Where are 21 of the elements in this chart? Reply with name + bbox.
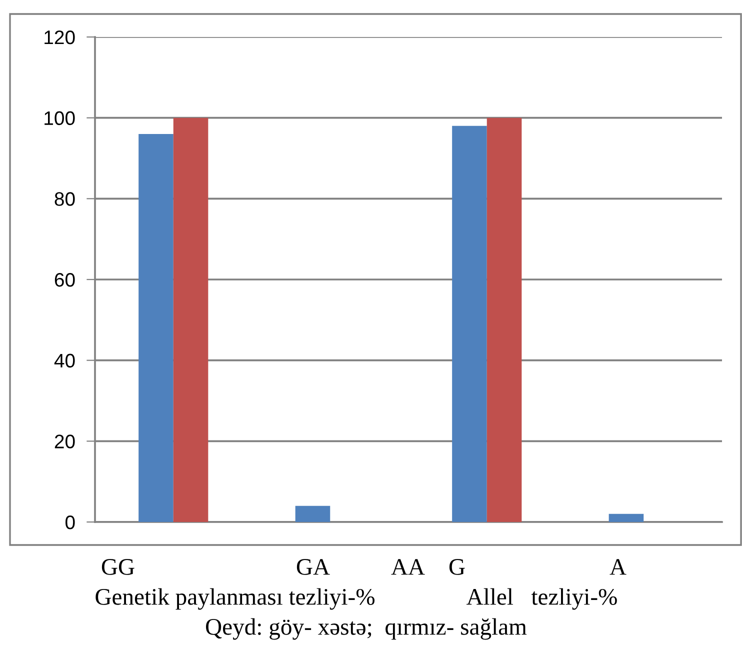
bar	[486, 118, 522, 522]
y-tick-label: 120	[44, 30, 75, 44]
text: A	[610, 559, 626, 575]
y-tick-label: 0	[66, 515, 75, 530]
y-tick-label: 60	[54, 272, 75, 287]
bar	[138, 134, 174, 522]
bar	[173, 118, 208, 522]
bar	[608, 514, 644, 522]
text: GG	[102, 559, 134, 575]
bar	[452, 126, 487, 522]
y-tick-label: 40	[54, 354, 75, 368]
text: Qeyd: göy- xəstə; qırmız- sağlam	[206, 618, 527, 640]
y-tick-label: 80	[54, 192, 75, 206]
text: Genetik paylanması tezliyi-%	[96, 588, 374, 610]
bar	[295, 506, 330, 522]
text: G	[449, 559, 465, 575]
text: AA	[391, 559, 425, 575]
y-tick-label: 20	[54, 434, 75, 448]
text: Allel tezliyi-%	[466, 588, 617, 610]
y-tick-label: 100	[44, 111, 75, 126]
text: GA	[296, 559, 330, 575]
